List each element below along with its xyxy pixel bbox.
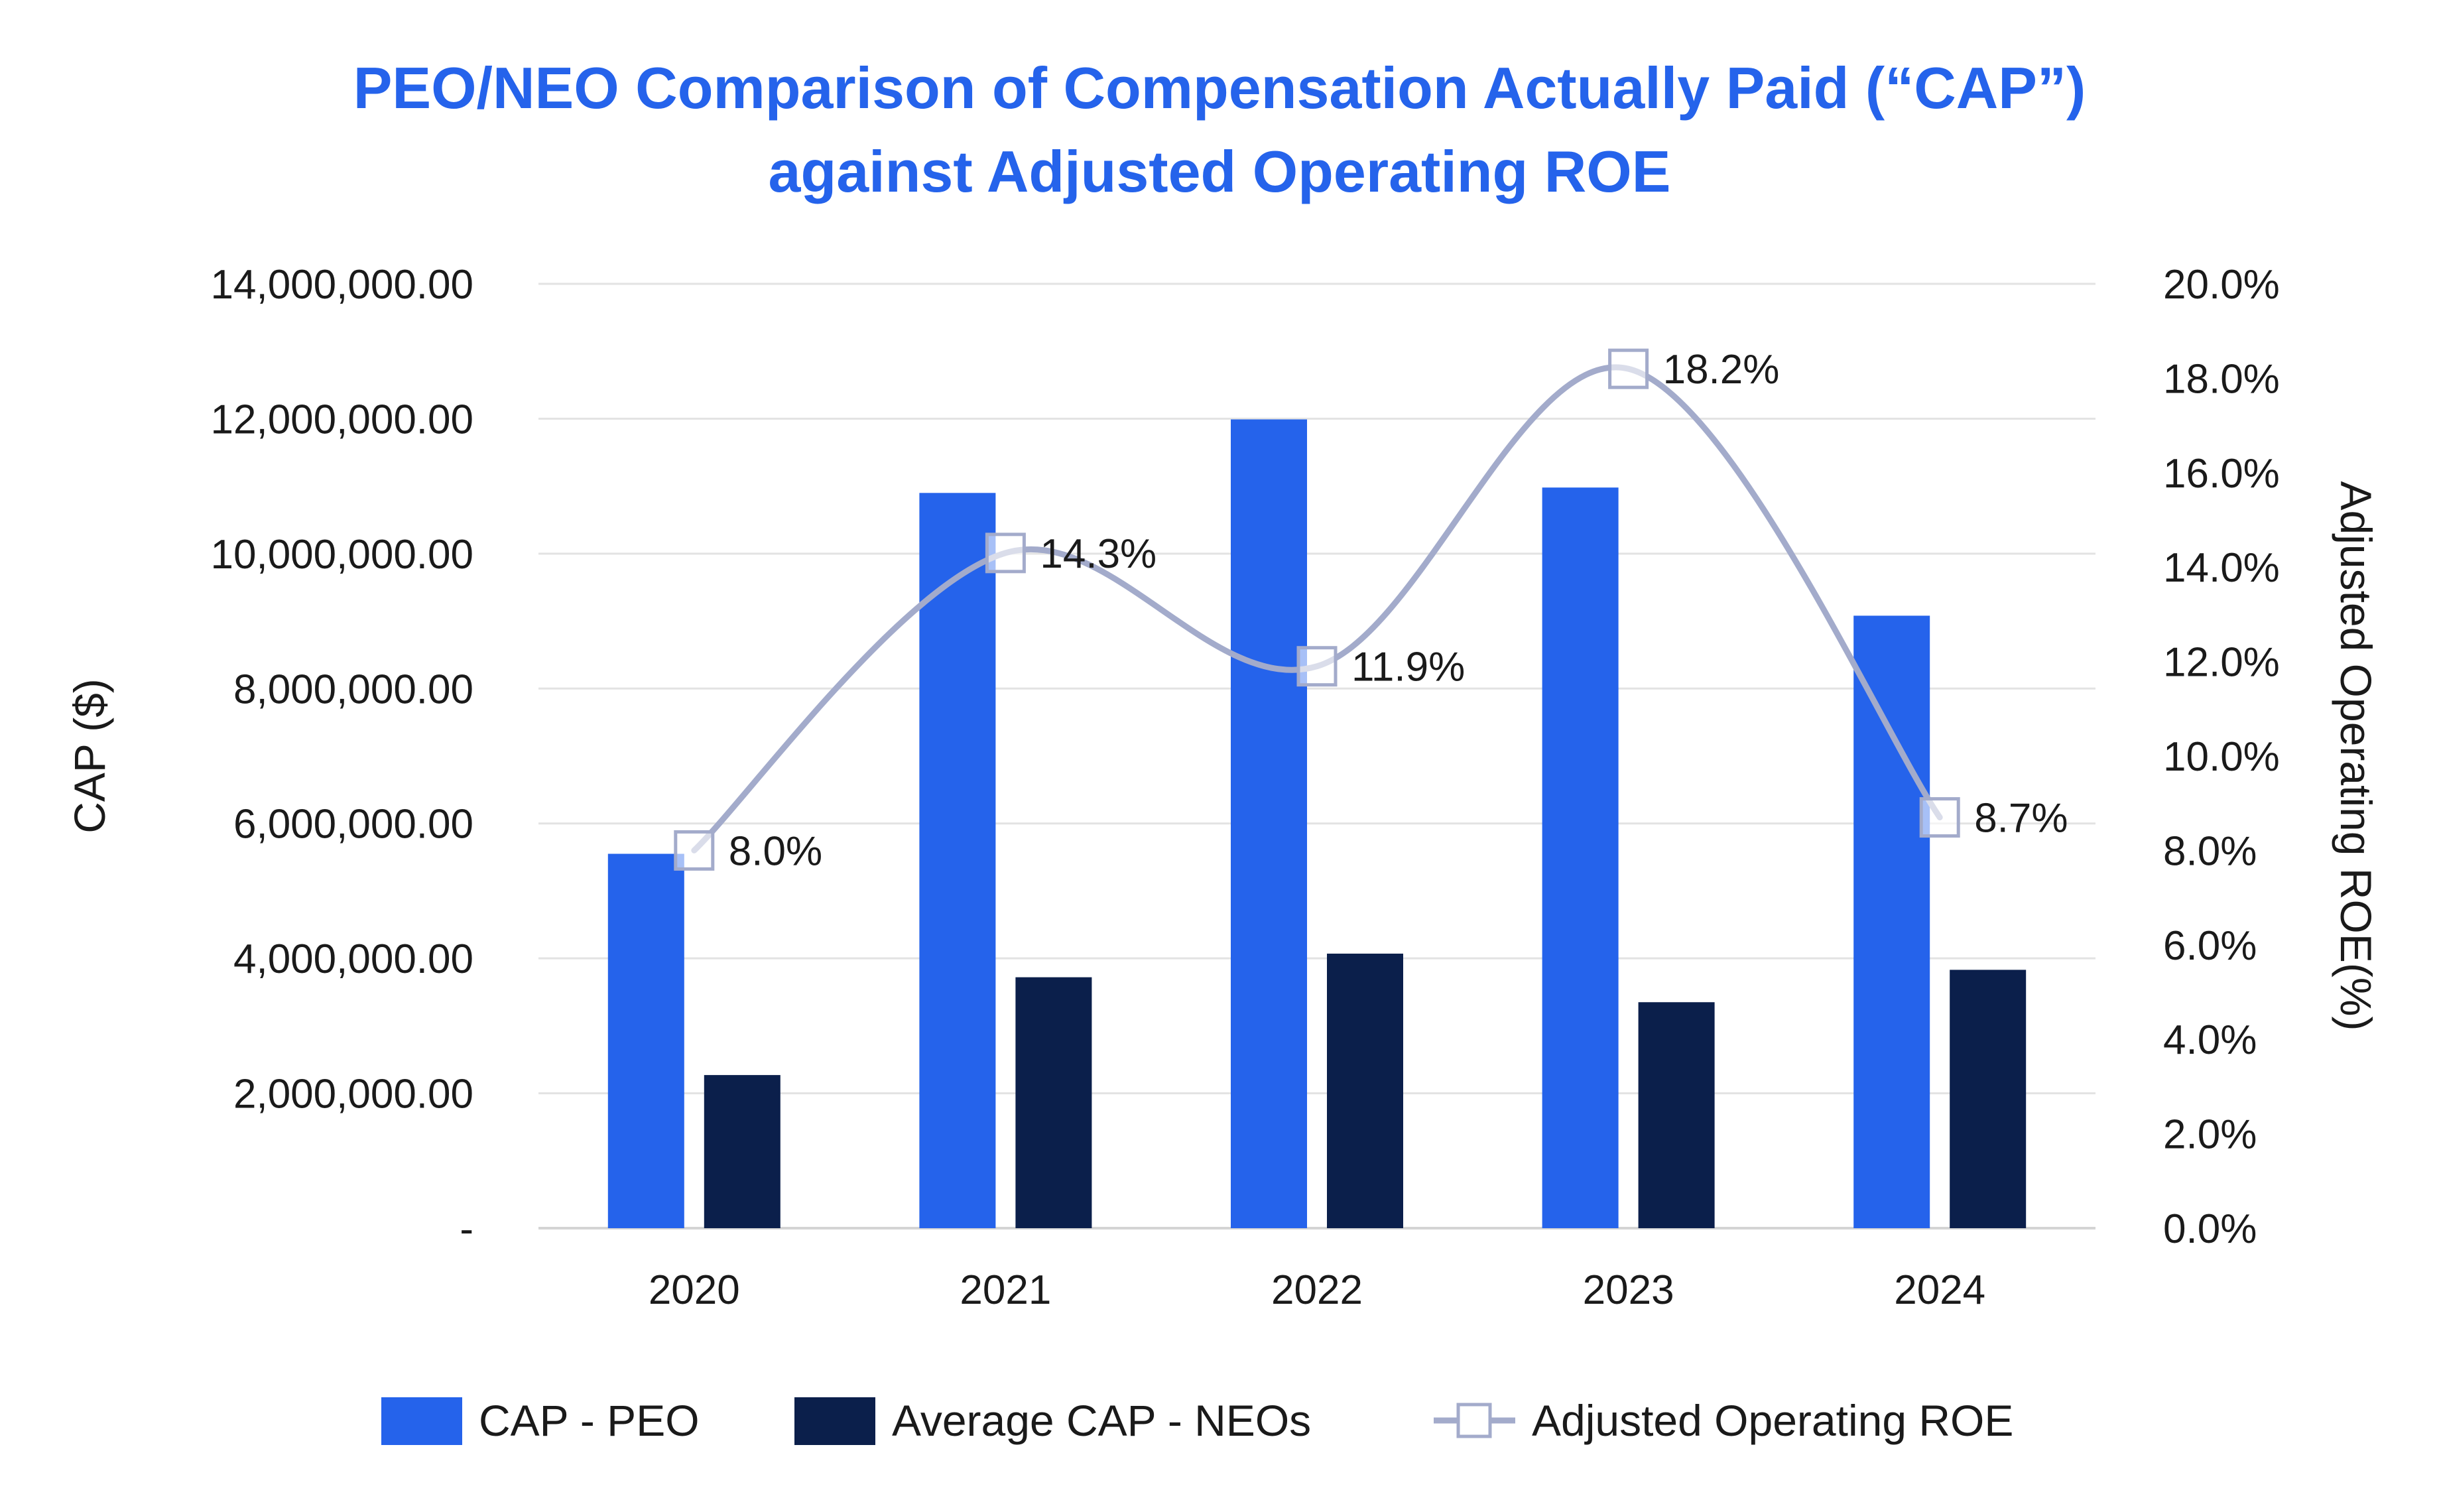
roe-marker [985, 533, 1026, 574]
chart-title-line-1: PEO/NEO Comparison of Compensation Actua… [353, 55, 2086, 121]
left-axis: - 2,000,000.00 4,000,000.00 6,000,000.00 8,0… [211, 262, 474, 1252]
y-tick-label-right: 4.0% [2163, 1017, 2257, 1063]
y-tick-label-right: 8.0% [2163, 828, 2257, 874]
y-tick-label-right: 16.0% [2163, 451, 2280, 497]
x-tick-label: 2022 [1271, 1267, 1363, 1313]
roe-marker [674, 830, 715, 871]
y-tick-label-left: 4,000,000.00 [233, 936, 473, 982]
y-tick-label-right: 10.0% [2163, 734, 2280, 780]
roe-marker [1608, 348, 1649, 389]
y-tick-label-left: 2,000,000.00 [233, 1072, 473, 1117]
legend-swatch-cap-peo [381, 1397, 462, 1445]
x-axis: 2020 2021 2022 2023 2024 [649, 1267, 1985, 1313]
x-tick-label: 2024 [1894, 1267, 1985, 1313]
legend-label-adjusted-operating-roe: Adjusted Operating ROE [1532, 1396, 2013, 1445]
roe-data-label: 14.3% [1040, 531, 1157, 577]
x-tick-label: 2021 [960, 1267, 1051, 1313]
y-tick-label-left: 8,000,000.00 [233, 666, 473, 712]
y-tick-label-right: 2.0% [2163, 1112, 2257, 1158]
roe-data-label: 11.9% [1351, 645, 1465, 690]
bar-avg-cap-neos [1015, 977, 1092, 1228]
y-tick-label-right: 20.0% [2163, 262, 2280, 308]
y-tick-label-left: 6,000,000.00 [233, 802, 473, 848]
bar-avg-cap-neos [1638, 1002, 1715, 1228]
bar-cap-peo [919, 493, 996, 1229]
y-tick-label-left: 12,000,000.00 [211, 397, 474, 442]
bar-avg-cap-neos [704, 1075, 781, 1228]
roe-data-label: 8.0% [729, 828, 822, 874]
x-tick-label: 2020 [649, 1267, 740, 1313]
bar-cap-peo [607, 853, 684, 1228]
y-tick-label-right: 18.0% [2163, 356, 2280, 402]
roe-data-label: 8.7% [1974, 796, 2068, 842]
y-tick-label-right: 14.0% [2163, 545, 2280, 591]
legend-label-cap-peo: CAP - PEO [479, 1396, 700, 1445]
y-tick-label-right: 12.0% [2163, 640, 2280, 686]
legend-swatch-avg-cap-neos [794, 1397, 875, 1445]
bar-cap-peo [1231, 419, 1307, 1228]
x-tick-label: 2023 [1583, 1267, 1674, 1313]
y-tick-label-left: 14,000,000.00 [211, 262, 474, 308]
legend: CAP - PEO Average CAP - NEOs Adjusted Op… [381, 1396, 2013, 1445]
y-axis-title-right: Adjusted Operating ROE(%) [2332, 481, 2381, 1031]
chart-title-line-2: against Adjusted Operating ROE [768, 139, 1671, 204]
y-tick-label-left: 10,000,000.00 [211, 532, 474, 578]
roe-line: 8.0% 14.3% 11.9% 18.2% 8.7% [674, 347, 2068, 874]
bars [607, 419, 2027, 1229]
y-tick-label-right: 0.0% [2163, 1206, 2257, 1252]
bar-avg-cap-neos [1327, 954, 1403, 1228]
gridlines [538, 283, 2095, 1229]
bar-avg-cap-neos [1950, 970, 2027, 1228]
right-axis: 0.0% 2.0% 4.0% 6.0% 8.0% 10.0% 12.0% 14.0% 16.0%… [2163, 262, 2280, 1252]
bar-cap-peo [1542, 487, 1619, 1228]
bar-cap-peo [1853, 615, 1930, 1228]
roe-marker [1296, 646, 1338, 687]
roe-marker [1919, 797, 1960, 838]
legend-label-avg-cap-neos: Average CAP - NEOs [892, 1396, 1311, 1445]
roe-data-label: 18.2% [1663, 347, 1780, 393]
roe-line-path [691, 364, 1943, 853]
legend-swatch-roe-marker [1456, 1403, 1492, 1438]
y-tick-label-left: - [460, 1206, 473, 1252]
y-tick-label-right: 6.0% [2163, 923, 2257, 969]
y-axis-title-left: CAP ($) [65, 678, 114, 834]
